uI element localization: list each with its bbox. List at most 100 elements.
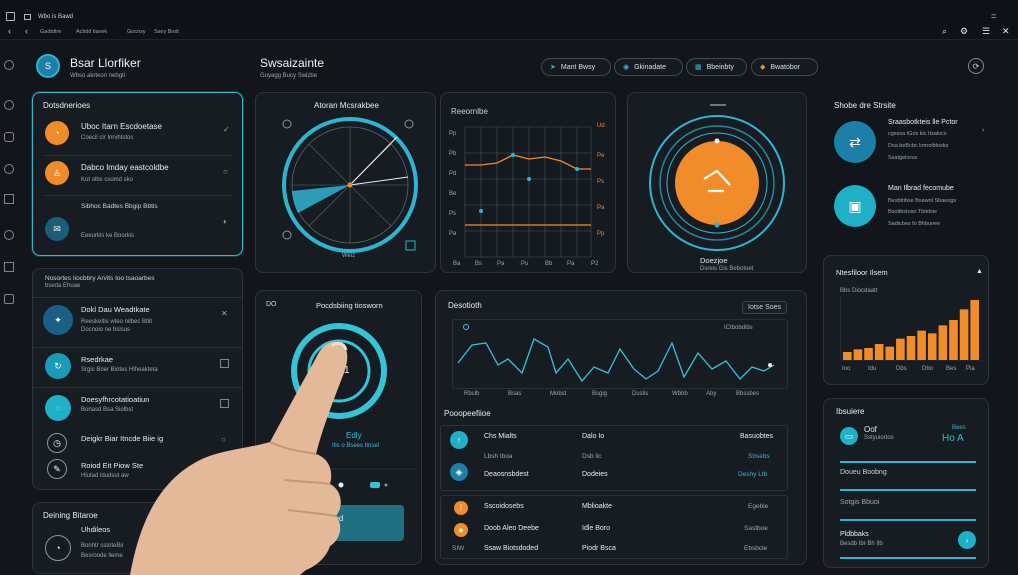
line-chart-panel: Reeornlbe Pp Pb Pd Be Ps Pa Ud Pe Ps Pa … (440, 92, 616, 273)
clock-icon: ◷ (47, 433, 67, 453)
bar (853, 349, 863, 360)
progress-sub2: Itis o Bsees Itnsel (332, 443, 380, 449)
home-icon[interactable] (4, 60, 14, 70)
layers-icon[interactable] (4, 164, 14, 174)
more-icon[interactable]: › (982, 127, 985, 134)
minimize-icon[interactable]: = (991, 11, 997, 21)
slider-thumb (370, 482, 380, 488)
search-icon[interactable]: ⌕ (942, 26, 948, 36)
run-icon: ✦ (43, 305, 73, 335)
tick-label-x: Pa (567, 261, 575, 267)
stats-row-3: Pldbbaks (840, 531, 869, 538)
table-prefix: SIW (452, 545, 465, 552)
radio-icon[interactable]: ○ (221, 435, 226, 444)
slider-dot (384, 483, 388, 487)
table-cell: Deaosnsbdest (484, 471, 529, 478)
close-icon[interactable]: ✕ (1002, 26, 1010, 36)
bar-chart (840, 296, 982, 361)
wave-title: Desotioth (448, 301, 482, 310)
wave-chart (457, 324, 775, 383)
toggle-button[interactable]: › (958, 531, 976, 549)
back-icon[interactable]: ‹ (8, 26, 11, 36)
bar (843, 352, 852, 360)
toggle-icon[interactable]: ◐ (223, 217, 228, 226)
list-item-title: Dokl Dau Weadtkate (81, 305, 150, 314)
list-item-title: Rsedrkae (81, 355, 114, 364)
pin-icon[interactable]: ✕ (221, 309, 228, 318)
pill-button-1[interactable]: ➤ Mant Bwsy (541, 58, 611, 76)
notification-icon[interactable]: ⟳ (968, 58, 984, 74)
nav-link-1[interactable]: Gadtdtre (40, 29, 62, 35)
brand-logo-icon: S (36, 54, 60, 78)
radar-knob (282, 119, 292, 129)
progress-title: Pocdsbiing tiosworn (316, 301, 383, 310)
stats-v2: Ho A (942, 433, 964, 444)
power-icon[interactable] (4, 100, 14, 110)
chevron-icon[interactable]: ✓ (223, 125, 230, 134)
export-icon[interactable] (4, 294, 14, 304)
tools-icon[interactable] (4, 262, 14, 272)
series-point (575, 167, 579, 171)
nav-link-4[interactable]: Ssey Bodi (154, 29, 179, 35)
tick-label-y-right: Pe (597, 153, 605, 159)
app-menu-icon[interactable] (6, 12, 15, 21)
checkbox-icon[interactable] (220, 359, 229, 368)
tick-label-x: Ba (453, 261, 461, 267)
radio-icon[interactable]: ○ (223, 167, 228, 176)
divider (43, 155, 233, 156)
target-sub: Dsreis Gis Bebotoet (700, 266, 754, 272)
collapse-icon[interactable]: ▲ (976, 268, 983, 275)
pill-button-4[interactable]: ◆ Bwatobor (751, 58, 818, 76)
checkbox-icon[interactable] (220, 399, 229, 408)
menu-icon[interactable]: ☰ (982, 26, 991, 36)
divider (33, 297, 242, 298)
tick-label-x: Mobst (550, 391, 567, 397)
target-title: Doezjoe (700, 256, 728, 265)
linechart-title: Reeornlbe (451, 107, 488, 116)
target-dot (714, 222, 720, 228)
pointing-hand-image (130, 341, 348, 575)
table-cell: Chs Mialts (484, 433, 517, 440)
series-line-orange (465, 154, 591, 170)
tick-label-x: Pia (966, 366, 975, 372)
window-icon[interactable] (24, 14, 31, 20)
wallet-icon: ▭ (840, 427, 858, 445)
stats-progress-bar (840, 489, 976, 491)
series-point (527, 177, 531, 181)
brand-subtitle: Wbso akrteon nebgti (70, 73, 126, 79)
settings-icon[interactable]: ⚙ (960, 26, 969, 36)
history-icon[interactable] (4, 132, 14, 142)
tick-label-x: Bsgig (592, 391, 608, 397)
tick-label-y: Ps (449, 211, 457, 217)
stats-title: Ibsuiere (836, 407, 865, 416)
tick-label-x: Aby (706, 391, 717, 397)
tab-title[interactable]: Wbo is Bawd (38, 14, 74, 20)
tick-label-y: Pd (449, 171, 457, 177)
radar-sweep (292, 185, 350, 213)
nav-link-2[interactable]: Actidd tiavek (76, 29, 108, 35)
table-cell: Sastboe (744, 525, 768, 532)
page-title: Swsaizainte (260, 56, 325, 70)
bar (970, 300, 979, 360)
tick-label-y-right: Ps (597, 179, 605, 185)
table-cell: Sscoidosebs (484, 503, 524, 510)
nav-link-3[interactable]: Gocnsy (127, 29, 146, 35)
series-point (511, 153, 515, 157)
target-dot (714, 138, 720, 144)
image-icon: ▣ (834, 185, 876, 227)
forward-icon[interactable]: ‹ (25, 26, 28, 36)
tick-label-x: Bsas (508, 391, 522, 397)
table-cell: Dodeies (582, 471, 608, 478)
stats-panel: Ibsuiere ▭ Oof Sstyuiortos Bees Ho A Dou… (823, 398, 989, 568)
compass-icon: ◔ (45, 535, 71, 561)
stats-v2-pre: Bees (952, 425, 966, 431)
stats-row-3-sub: Besdb Ibr Bh Ilb (840, 541, 883, 547)
bar (906, 336, 916, 360)
bookmark-icon[interactable] (4, 194, 14, 204)
shield-icon: ◈ (450, 463, 468, 481)
pill-button-3[interactable]: ▦ Bbeinbty (686, 58, 747, 76)
pill-button-2[interactable]: ◉ Gkinadate (614, 58, 683, 76)
wave-badge-button[interactable]: Iotse Soes (742, 301, 788, 314)
profile-icon[interactable] (4, 230, 14, 240)
card2-heading-2: bseda Ehuae (45, 283, 81, 289)
